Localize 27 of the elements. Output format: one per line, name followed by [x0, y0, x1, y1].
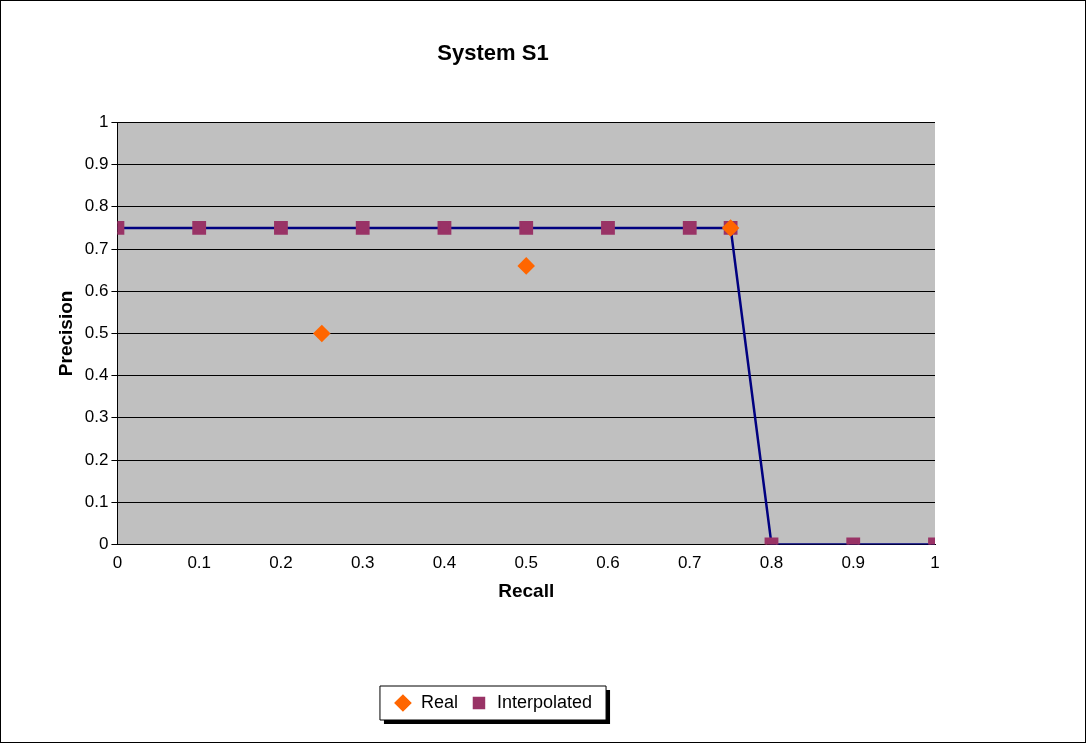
- x-tick-label: 0.3: [350, 553, 375, 573]
- y-tick-label: 0.3: [84, 407, 109, 427]
- y-tick-label: 0.7: [84, 238, 109, 258]
- y-tick-label: 0.2: [84, 449, 109, 469]
- y-tick-label: 0.8: [84, 196, 109, 216]
- x-tick-label: 0.9: [841, 553, 866, 573]
- y-tick-label: 0.5: [84, 323, 109, 343]
- y-tick-label: 0: [98, 534, 109, 554]
- legend-label: Interpolated: [496, 691, 593, 712]
- y-tick-label: 0.1: [84, 491, 109, 511]
- x-tick-label: 1: [930, 553, 940, 573]
- y-tick-label: 1: [98, 112, 109, 132]
- chart-title: System S1: [437, 40, 549, 66]
- x-tick-label: 0.7: [677, 553, 702, 573]
- y-tick-label: 0.9: [84, 154, 109, 174]
- x-tick-label: 0.5: [514, 553, 539, 573]
- x-tick-label: 0.2: [269, 553, 293, 573]
- legend-label: Real: [420, 691, 458, 712]
- x-tick-label: 0.1: [187, 553, 212, 573]
- y-tick-label: 0.4: [84, 365, 109, 385]
- x-tick-label: 0.4: [432, 553, 457, 573]
- x-tick-label: 0: [112, 553, 123, 573]
- x-tick-label: 0.8: [759, 553, 784, 573]
- y-axis-title: Precision: [54, 290, 76, 377]
- y-tick-label: 0.6: [84, 280, 109, 300]
- x-axis-title: Recall: [498, 580, 555, 602]
- x-tick-label: 0.6: [596, 553, 620, 573]
